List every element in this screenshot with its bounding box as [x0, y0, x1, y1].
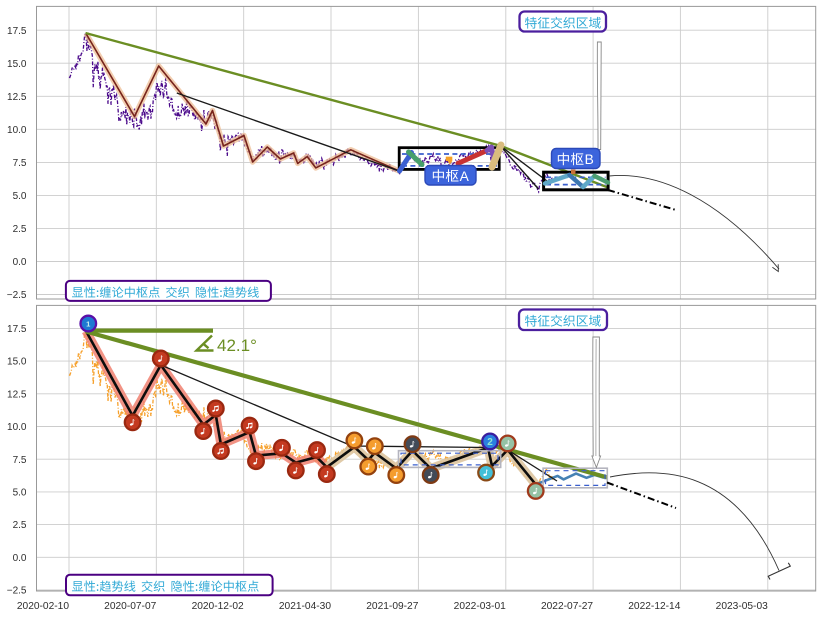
svg-text:17.5: 17.5: [7, 26, 27, 37]
svg-text:15.0: 15.0: [7, 357, 27, 368]
svg-text:2022-07-27: 2022-07-27: [541, 601, 593, 612]
svg-text:2.5: 2.5: [13, 520, 27, 531]
svg-text:2: 2: [487, 437, 493, 448]
svg-text:5.0: 5.0: [13, 191, 27, 202]
svg-text:2.5: 2.5: [13, 224, 27, 235]
svg-text:7.5: 7.5: [13, 455, 27, 466]
svg-text:12.5: 12.5: [7, 389, 27, 400]
svg-text:A: A: [460, 169, 470, 184]
svg-text:1: 1: [86, 320, 91, 329]
svg-text:17.5: 17.5: [7, 324, 27, 335]
svg-text:0.0: 0.0: [13, 553, 27, 564]
svg-text:2022-12-14: 2022-12-14: [628, 601, 680, 612]
svg-text:2022-03-01: 2022-03-01: [454, 601, 506, 612]
svg-text:2020-02-10: 2020-02-10: [17, 601, 69, 612]
svg-text:7.5: 7.5: [13, 158, 27, 169]
svg-text:10.0: 10.0: [7, 422, 27, 433]
svg-text:12.5: 12.5: [7, 92, 27, 103]
svg-text:−2.5: −2.5: [7, 290, 27, 301]
svg-text:0.0: 0.0: [13, 257, 27, 268]
svg-text:2020-07-07: 2020-07-07: [104, 601, 156, 612]
svg-text:−2.5: −2.5: [7, 586, 27, 597]
svg-text:10.0: 10.0: [7, 125, 27, 136]
svg-text:2021-09-27: 2021-09-27: [366, 601, 418, 612]
svg-text:2023-05-03: 2023-05-03: [716, 601, 768, 612]
svg-text:5.0: 5.0: [13, 488, 27, 499]
svg-text:42.1°: 42.1°: [217, 336, 257, 355]
svg-text:15.0: 15.0: [7, 59, 27, 70]
svg-text:2021-04-30: 2021-04-30: [279, 601, 331, 612]
svg-text:B: B: [585, 152, 594, 167]
svg-text:2020-12-02: 2020-12-02: [192, 601, 244, 612]
